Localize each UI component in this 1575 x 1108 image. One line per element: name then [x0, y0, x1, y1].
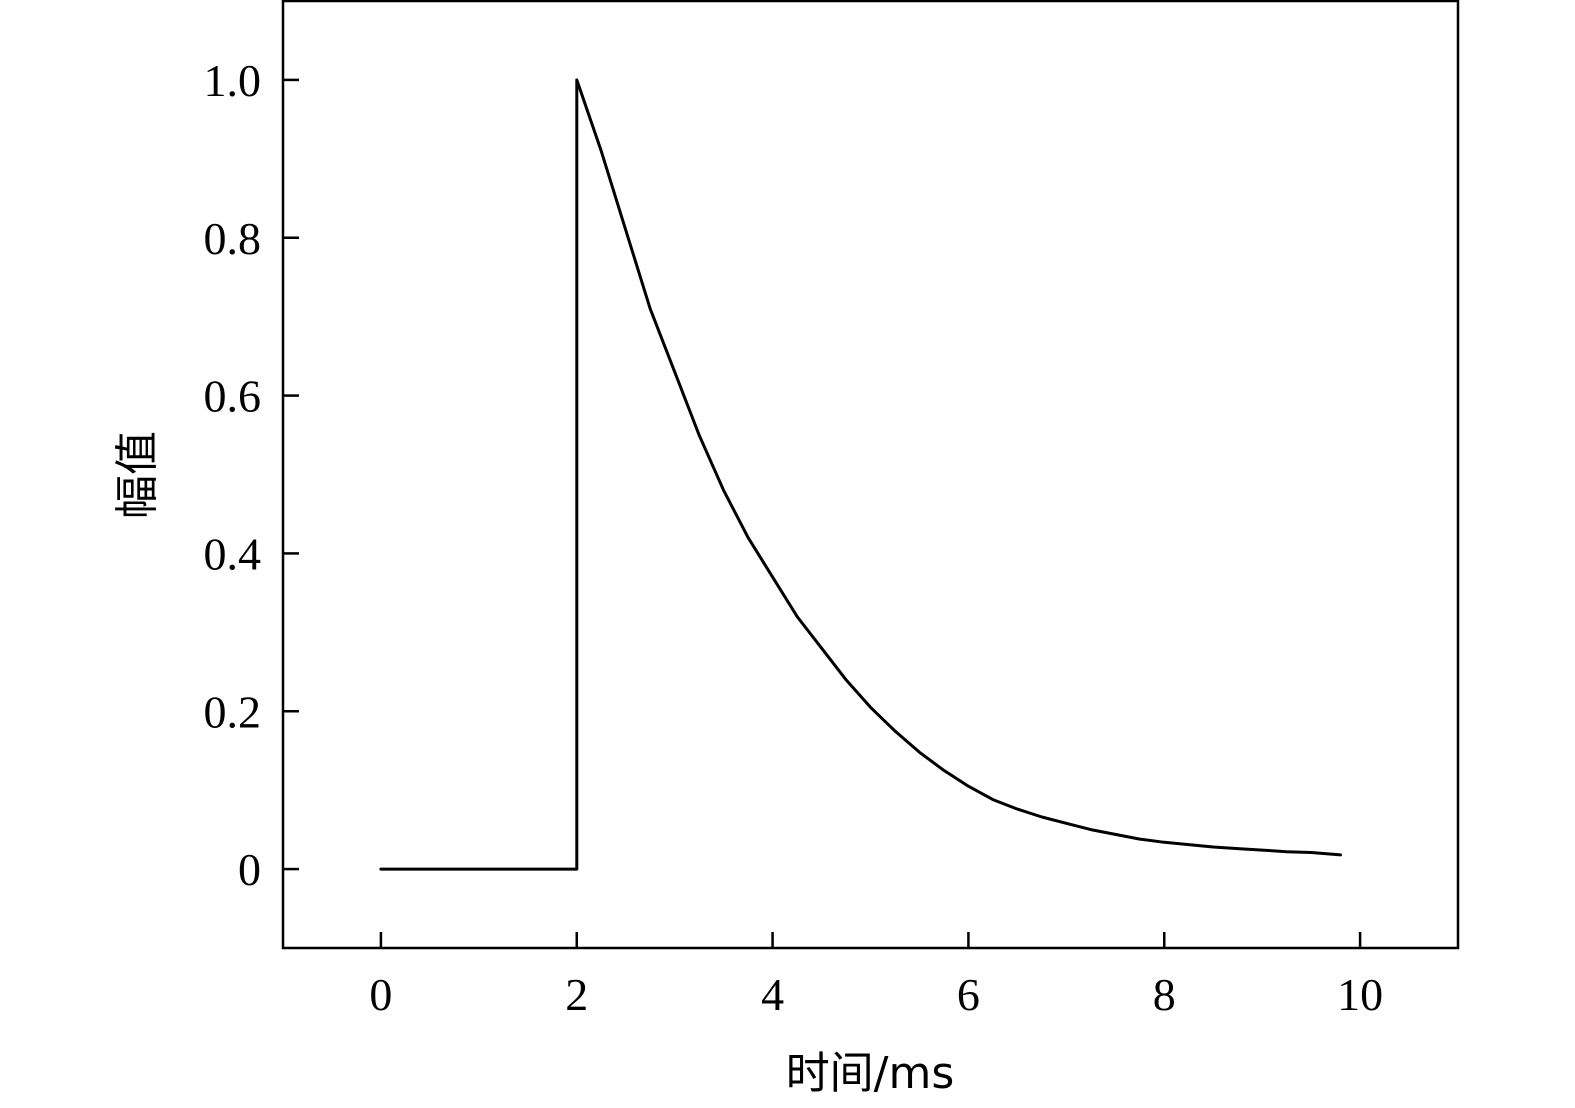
- y-tick-label: 0.4: [204, 528, 262, 579]
- y-axis-label: 幅值: [112, 431, 163, 519]
- x-tick-label: 0: [369, 969, 392, 1020]
- y-tick-label: 0: [238, 844, 261, 895]
- plot-frame: [281, 0, 1460, 950]
- x-tick-label: 2: [565, 969, 588, 1020]
- y-tick-label: 0.8: [204, 213, 262, 264]
- x-tick-label: 8: [1153, 969, 1176, 1020]
- y-tick-label: 1.0: [204, 55, 262, 106]
- x-tick-label: 10: [1337, 969, 1383, 1020]
- series-line: [379, 78, 1342, 871]
- y-tick-label: 0.2: [204, 686, 262, 737]
- x-axis-label: 时间/ms: [786, 1048, 955, 1099]
- y-axis: 0 0.2 0.4 0.6 0.8 1.0: [204, 55, 299, 895]
- y-tick-label: 0.6: [204, 371, 262, 422]
- x-axis: 0 2 4 6 8 10: [369, 932, 1383, 1020]
- x-tick-label: 4: [761, 969, 784, 1020]
- x-tick-label: 6: [957, 969, 980, 1020]
